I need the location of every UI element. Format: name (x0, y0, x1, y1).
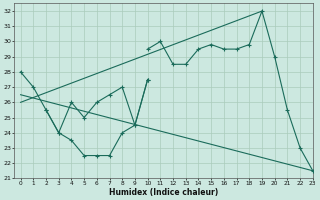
X-axis label: Humidex (Indice chaleur): Humidex (Indice chaleur) (109, 188, 218, 197)
